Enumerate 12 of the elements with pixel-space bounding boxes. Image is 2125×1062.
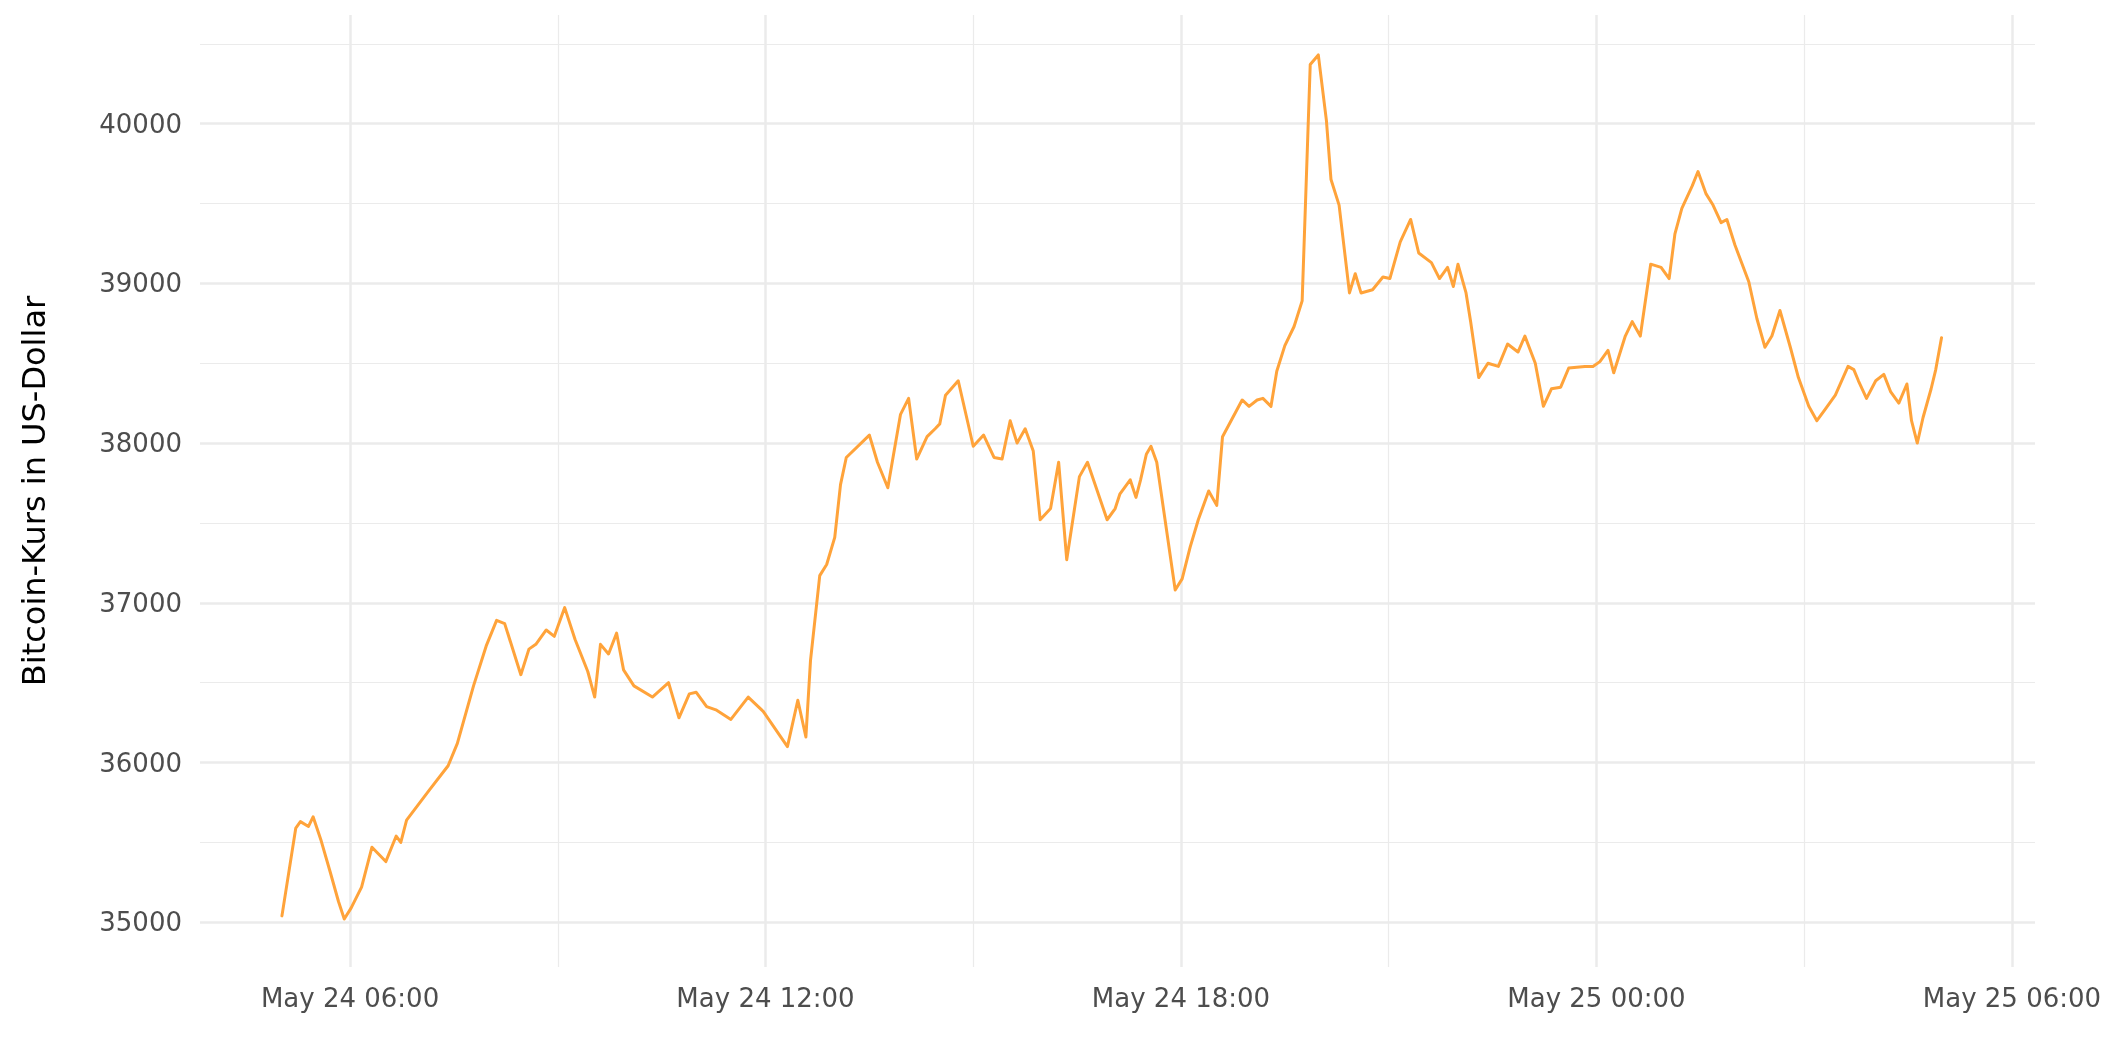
y-tick-label: 39000 bbox=[99, 268, 182, 299]
y-tick-label: 36000 bbox=[99, 747, 182, 778]
x-tick-label: May 25 06:00 bbox=[1922, 983, 2102, 1013]
y-tick-label: 35000 bbox=[99, 907, 182, 938]
x-tick-label: May 25 00:00 bbox=[1507, 983, 1686, 1013]
x-tick-label: May 24 18:00 bbox=[1091, 983, 1271, 1013]
x-tick-label: May 24 12:00 bbox=[676, 983, 855, 1013]
y-axis-title: Bitcoin-Kurs in US-Dollar bbox=[15, 294, 53, 687]
y-tick-label: 37000 bbox=[99, 587, 182, 618]
y-tick-label: 38000 bbox=[99, 428, 182, 459]
y-tick-label: 40000 bbox=[99, 108, 182, 139]
x-tick-label: May 24 06:00 bbox=[260, 983, 440, 1013]
